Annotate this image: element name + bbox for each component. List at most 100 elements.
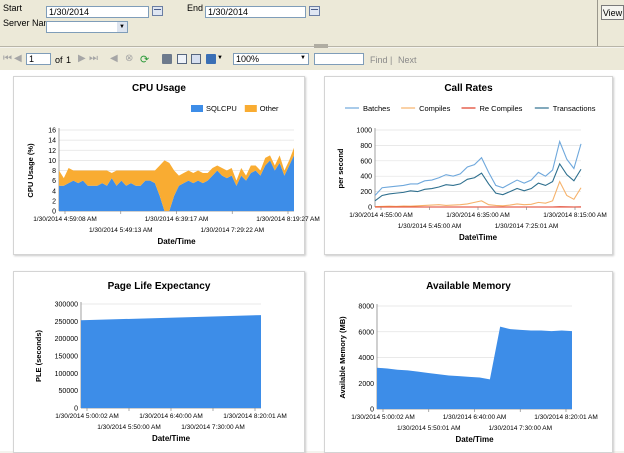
y-axis-title: Available Memory (MB) (338, 316, 347, 399)
x-tick-label: 1/30/2014 5:50:01 AM (397, 425, 461, 432)
x-tick-label: 1/30/2014 4:55:00 AM (349, 212, 413, 219)
series-area (81, 315, 261, 408)
y-tick-label: 14 (48, 138, 56, 145)
series-line-batches (375, 142, 581, 196)
y-tick-label: 2 (52, 198, 56, 205)
x-tick-label: 1/30/2014 6:40:00 AM (139, 413, 203, 420)
x-tick-label: 1/30/2014 7:29:22 AM (200, 227, 264, 234)
y-tick-label: 400 (360, 174, 372, 181)
y-tick-label: 8 (52, 168, 56, 175)
x-tick-label: 1/30/2014 8:19:27 AM (256, 216, 320, 223)
y-tick-label: 150000 (55, 354, 78, 361)
legend-label: SQLCPU (206, 104, 237, 113)
x-axis-title: Date/Time (152, 434, 191, 443)
x-tick-label: 1/30/2014 5:45:00 AM (398, 223, 462, 230)
series-area (377, 327, 572, 409)
page-count: 1 (66, 55, 71, 65)
page-number-input[interactable]: 1 (26, 53, 51, 65)
y-tick-label: 12 (48, 148, 56, 155)
y-tick-label: 10 (48, 158, 56, 165)
first-page-icon[interactable]: ⏮ (3, 54, 12, 64)
legend-label: Other (260, 104, 279, 113)
y-tick-label: 0 (52, 209, 56, 216)
calendar-icon[interactable] (152, 6, 163, 16)
end-label: End (187, 3, 203, 13)
save-icon[interactable] (206, 54, 216, 64)
find-link[interactable]: Find (370, 55, 388, 65)
y-tick-label: 1000 (356, 128, 372, 135)
x-tick-label: 1/30/2014 7:30:00 AM (181, 424, 245, 431)
x-tick-label: 1/30/2014 6:40:00 AM (443, 414, 507, 421)
refresh-icon[interactable]: ⟳ (140, 53, 149, 66)
x-tick-label: 1/30/2014 8:20:01 AM (223, 413, 287, 420)
last-page-icon[interactable]: ⏭ (89, 54, 98, 64)
chevron-down-icon[interactable]: ▼ (117, 22, 127, 32)
find-input[interactable] (314, 53, 364, 65)
divider (597, 0, 598, 46)
x-axis-title: Date\Time (459, 233, 498, 242)
y-tick-label: 6 (52, 178, 56, 185)
x-tick-label: 1/30/2014 8:15:00 AM (543, 212, 607, 219)
x-tick-label: 1/30/2014 5:00:02 AM (351, 414, 415, 421)
y-axis-title: CPU Usage (%) (26, 143, 35, 198)
page-setup-icon[interactable] (191, 54, 201, 64)
server-name-select[interactable] (46, 21, 128, 33)
y-tick-label: 250000 (55, 319, 78, 326)
y-tick-label: 4 (52, 188, 56, 195)
start-date-input[interactable]: 1/30/2014 (46, 6, 149, 18)
chevron-down-icon[interactable]: ▼ (300, 55, 306, 61)
legend-label: Batches (363, 104, 390, 113)
y-tick-label: 0 (370, 407, 374, 414)
parameter-pane: Start 1/30/2014 End 1/30/2014 Server Nam… (0, 0, 624, 47)
legend-label: Compiles (419, 104, 451, 113)
stop-icon[interactable]: ⊗ (125, 54, 133, 64)
x-axis-title: Date/Time (455, 435, 494, 444)
of-label: of (55, 55, 63, 65)
end-date-input[interactable]: 1/30/2014 (205, 6, 306, 18)
x-axis-title: Date/Time (157, 237, 196, 246)
x-tick-label: 1/30/2014 5:50:00 AM (97, 424, 161, 431)
x-tick-label: 1/30/2014 8:20:01 AM (534, 414, 598, 421)
y-tick-label: 300000 (55, 302, 78, 309)
view-report-button[interactable]: View (601, 5, 624, 20)
x-tick-label: 1/30/2014 6:35:00 AM (446, 212, 510, 219)
y-tick-label: 6000 (358, 329, 374, 336)
y-tick-label: 0 (74, 406, 78, 413)
legend-swatch (191, 105, 203, 112)
export-dropdown-icon[interactable]: ▼ (217, 55, 223, 61)
y-tick-label: 0 (368, 205, 372, 212)
legend-label: Re Compiles (480, 104, 523, 113)
y-tick-label: 600 (360, 158, 372, 165)
y-axis-title: per second (336, 148, 345, 188)
back-icon[interactable]: ◀ (110, 54, 118, 64)
next-link[interactable]: Next (398, 55, 417, 65)
previous-page-icon[interactable]: ◀ (14, 54, 22, 64)
y-tick-label: 100000 (55, 371, 78, 378)
y-tick-label: 800 (360, 143, 372, 150)
zoom-select[interactable]: 100% (233, 53, 309, 65)
print-layout-icon[interactable] (177, 54, 187, 64)
separator: | (390, 55, 392, 65)
y-tick-label: 8000 (358, 304, 374, 311)
next-page-icon[interactable]: ▶ (78, 54, 86, 64)
y-tick-label: 50000 (59, 388, 79, 395)
start-label: Start (3, 3, 22, 13)
calendar-icon[interactable] (309, 6, 320, 16)
y-axis-title: PLE (seconds) (34, 329, 43, 382)
y-tick-label: 2000 (358, 381, 374, 388)
y-tick-label: 4000 (358, 355, 374, 362)
y-tick-label: 200000 (55, 336, 78, 343)
x-tick-label: 1/30/2014 6:39:17 AM (145, 216, 209, 223)
series-line-transactions (375, 164, 581, 201)
legend-label: Transactions (553, 104, 596, 113)
print-icon[interactable] (162, 54, 172, 64)
report-toolbar: ⏮ ◀ 1 of 1 ▶ ⏭ ◀ ⊗ ⟳ ▼ 100% ▼ Find | Nex… (0, 48, 624, 71)
x-tick-label: 1/30/2014 7:30:00 AM (488, 425, 552, 432)
